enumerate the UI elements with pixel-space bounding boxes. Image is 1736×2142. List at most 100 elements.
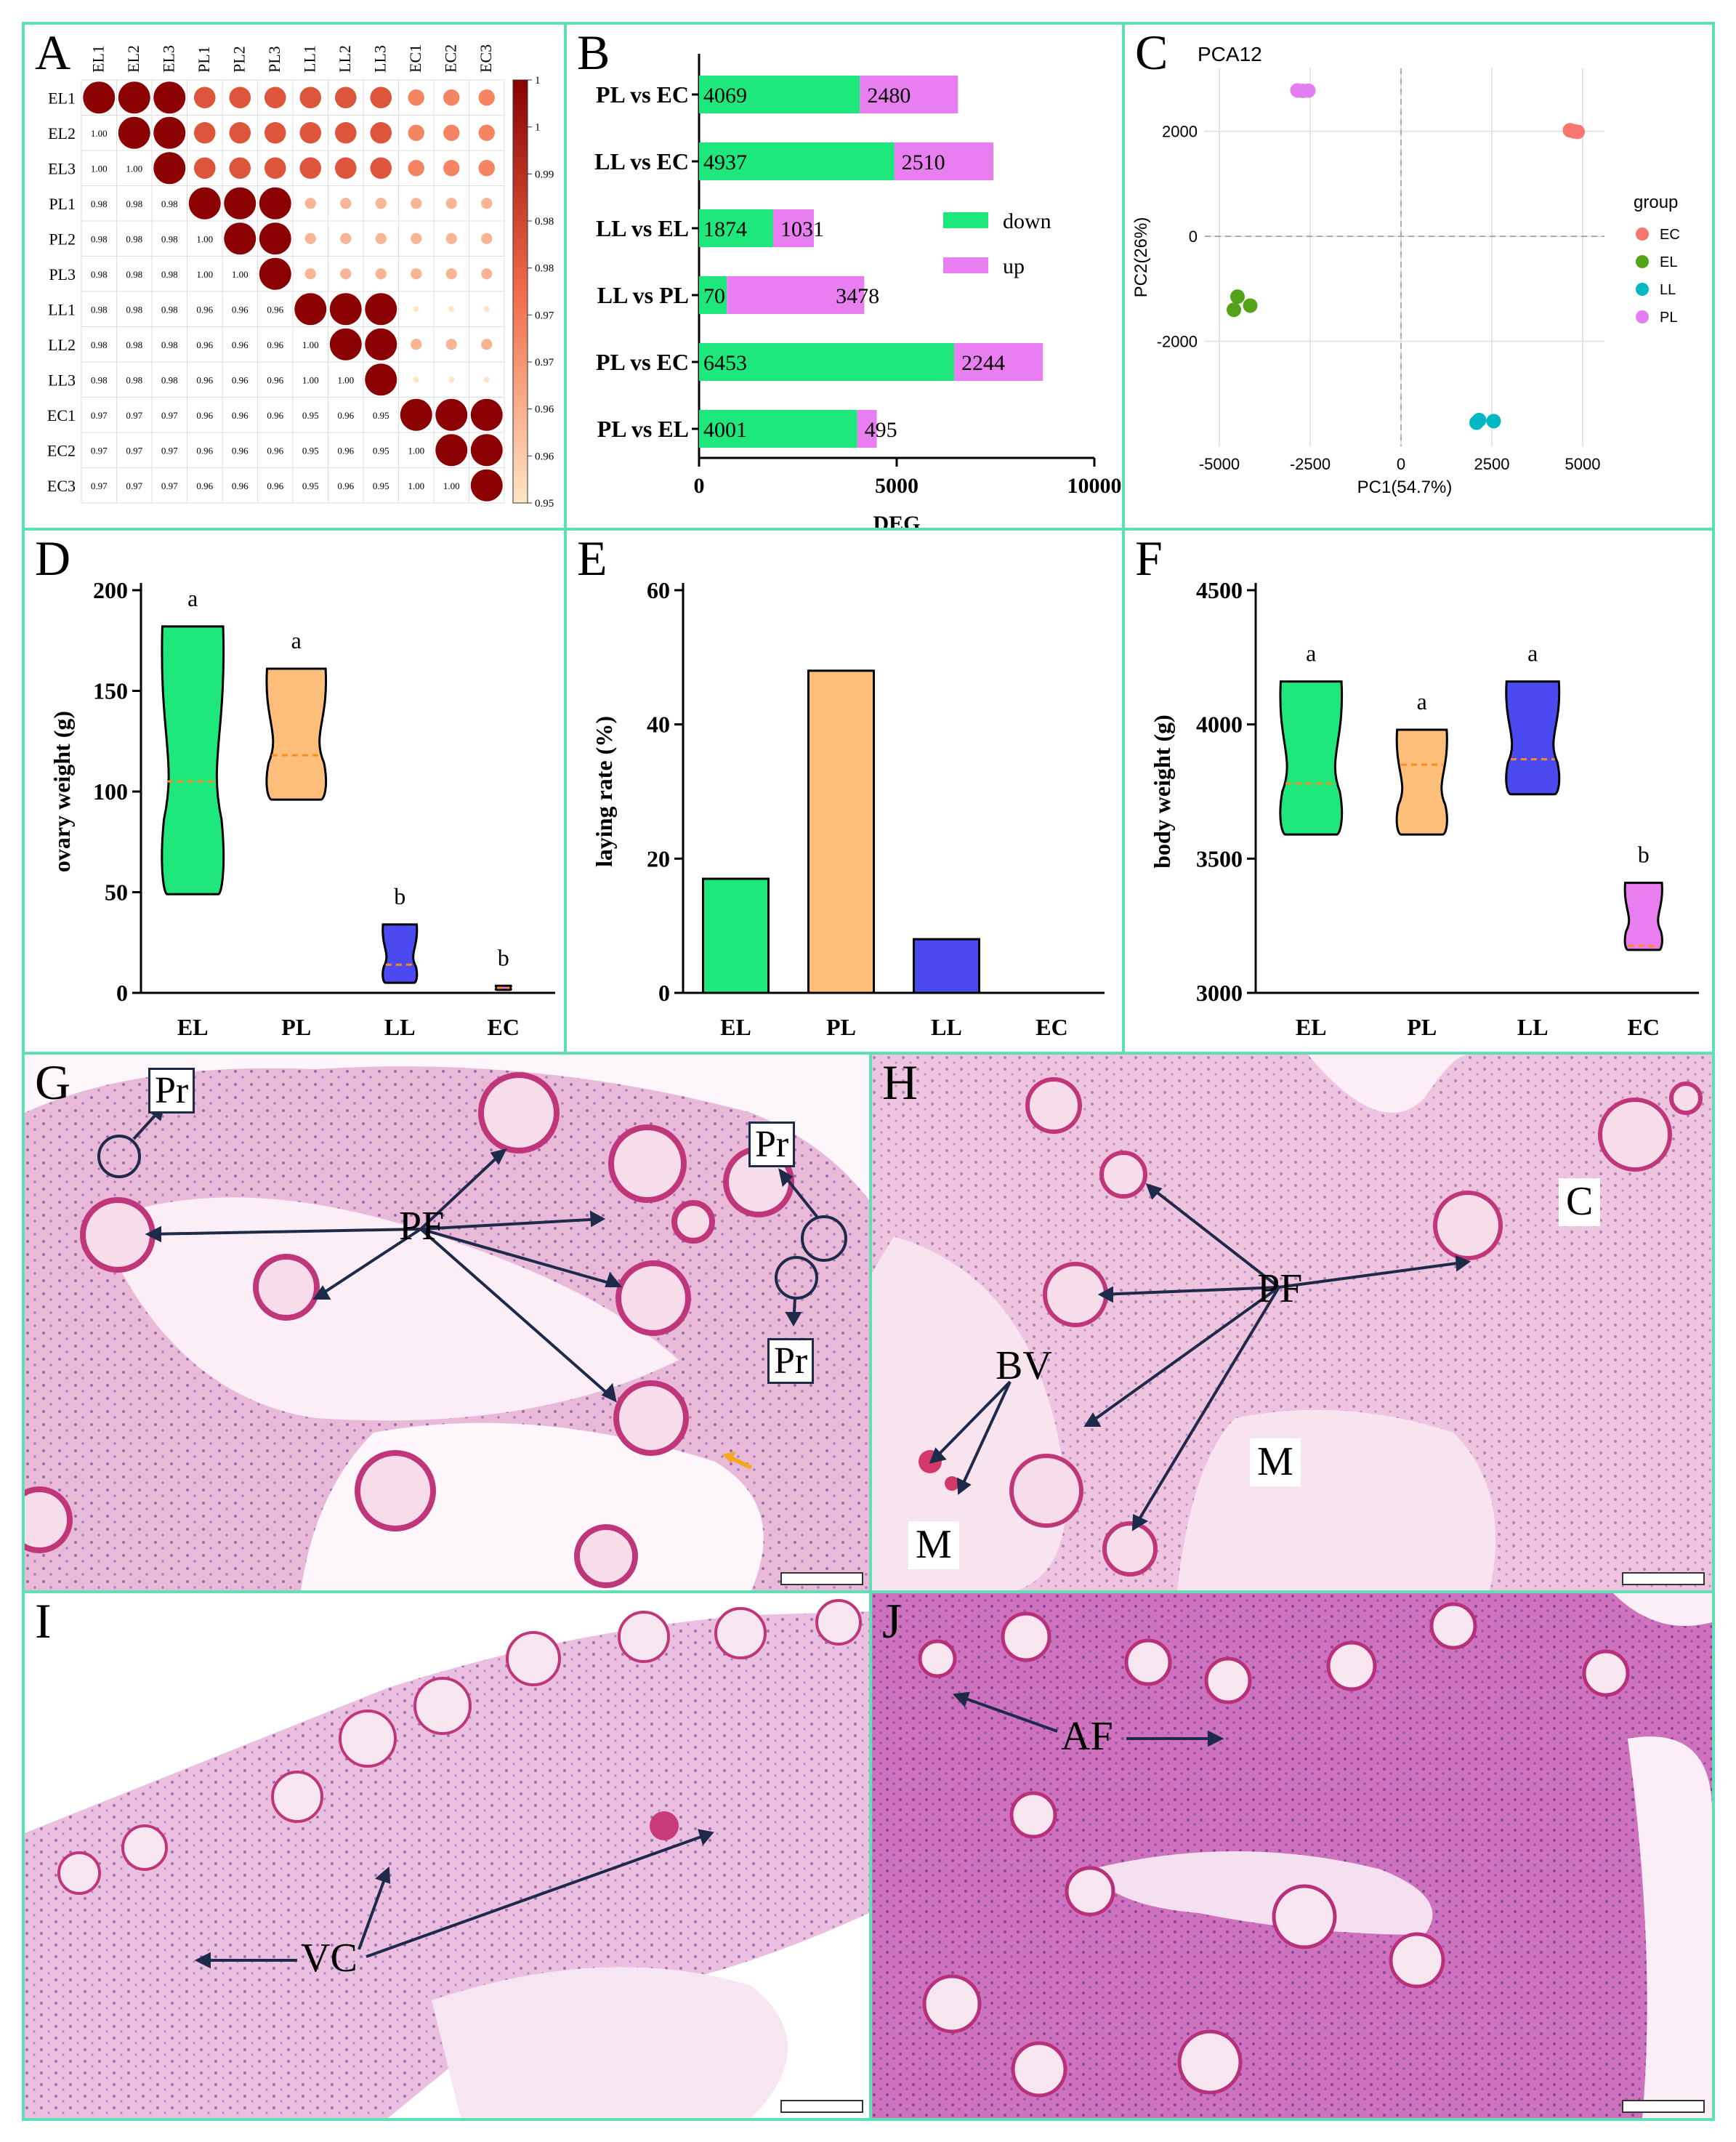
histology-image-g bbox=[25, 1055, 869, 1590]
correlation-circle bbox=[153, 152, 186, 185]
bar-down bbox=[699, 410, 857, 448]
panel-a: A EL1 EL1 EL2 EL2 EL3 EL3 PL1 PL1 PL2 PL2 PL3 PL3 LL… bbox=[22, 22, 567, 531]
colorbar-tick-label: 0.97 bbox=[535, 310, 554, 321]
column-label: LL1 bbox=[300, 45, 318, 73]
correlation-circle bbox=[448, 377, 455, 383]
correlation-circle bbox=[153, 116, 186, 149]
bar-up bbox=[857, 410, 877, 448]
correlation-value: 0.95 bbox=[302, 410, 319, 421]
correlation-circle bbox=[443, 89, 460, 106]
correlation-circle bbox=[413, 377, 419, 383]
scale-bar bbox=[780, 2100, 863, 2113]
correlation-value: 0.96 bbox=[337, 445, 354, 456]
correlation-value: 0.97 bbox=[91, 480, 108, 491]
heatmap-cell bbox=[81, 115, 117, 151]
correlation-circle bbox=[329, 328, 362, 361]
correlation-value: 0.97 bbox=[161, 410, 178, 421]
row-label: EC1 bbox=[47, 406, 76, 424]
column-label: LL3 bbox=[371, 45, 389, 73]
correlation-value: 0.96 bbox=[267, 339, 283, 350]
column-label: PL1 bbox=[195, 46, 213, 73]
heatmap-cell bbox=[187, 467, 223, 504]
correlation-circle bbox=[299, 157, 322, 180]
correlation-value: 1.00 bbox=[302, 374, 319, 385]
significance-letter: b bbox=[498, 944, 509, 970]
correlation-circle bbox=[408, 160, 424, 177]
panel-label: C bbox=[1135, 25, 1168, 80]
data-label-down: 4001 bbox=[703, 418, 747, 442]
correlation-value: 0.96 bbox=[196, 339, 213, 350]
heatmap-cell bbox=[398, 220, 435, 257]
panel-label: H bbox=[882, 1055, 919, 1110]
correlation-value: 0.96 bbox=[267, 480, 283, 491]
m-label-2: M bbox=[908, 1521, 959, 1569]
correlation-value: 0.98 bbox=[161, 304, 178, 315]
chart-title: PCA12 bbox=[1198, 43, 1262, 65]
correlation-value: 0.98 bbox=[126, 339, 142, 350]
laying-rate-bar: 0 20 40 60 laying rate (%) EL PL LL EC bbox=[591, 577, 1105, 1040]
correlation-circle bbox=[408, 124, 424, 141]
heatmap-cell bbox=[187, 220, 223, 257]
heatmap-cell bbox=[151, 185, 187, 222]
correlation-circle bbox=[365, 363, 397, 396]
panel-label: D bbox=[35, 531, 71, 586]
heatmap-cell bbox=[151, 220, 187, 257]
correlation-value: 0.98 bbox=[91, 339, 108, 350]
heatmap-cell bbox=[81, 397, 117, 433]
heatmap-cell bbox=[187, 291, 223, 327]
correlation-value: 0.95 bbox=[302, 480, 319, 491]
correlation-circle bbox=[375, 198, 387, 209]
panel-i: I VC bbox=[22, 1590, 872, 2121]
correlation-value: 0.96 bbox=[232, 410, 249, 421]
panel-d: D 0 50 100 150 200 ovary weight (g) EL a PL a LL b E… bbox=[22, 528, 567, 1055]
panel-g: G Pr Pr Pr PF bbox=[22, 1052, 872, 1593]
data-label-down: 6453 bbox=[703, 351, 747, 375]
correlation-circle bbox=[224, 222, 257, 255]
correlation-value: 0.96 bbox=[232, 339, 249, 350]
point-LL bbox=[1471, 412, 1487, 427]
y-axis-title: laying rate (%) bbox=[591, 716, 617, 867]
correlation-circle bbox=[481, 268, 493, 280]
correlation-circle bbox=[411, 233, 422, 244]
heatmap-cell bbox=[116, 432, 153, 468]
heatmap-cell bbox=[187, 361, 223, 398]
category-label: PL vs EC bbox=[596, 349, 689, 375]
pr-label-2: Pr bbox=[748, 1122, 796, 1168]
column-label: EC2 bbox=[441, 44, 459, 73]
x-tick-label: EC bbox=[1035, 1014, 1067, 1040]
correlation-circle bbox=[481, 339, 493, 350]
y-tick-label: 60 bbox=[647, 577, 670, 603]
correlation-value: 0.96 bbox=[196, 304, 213, 315]
column-label: EC3 bbox=[477, 44, 495, 73]
correlation-circle bbox=[370, 86, 392, 109]
correlation-circle bbox=[264, 86, 286, 109]
colorbar bbox=[512, 79, 528, 504]
heatmap-cell bbox=[257, 326, 294, 363]
y-tick-label: 0 bbox=[1189, 228, 1198, 246]
significance-letter: a bbox=[291, 627, 302, 653]
heatmap-cell bbox=[257, 467, 294, 504]
violin-EL bbox=[161, 625, 225, 895]
x-tick-label: EC bbox=[1628, 1014, 1660, 1040]
x-tick-label: -5000 bbox=[1199, 455, 1240, 473]
correlation-circle bbox=[193, 86, 216, 109]
correlation-circle bbox=[443, 160, 460, 177]
correlation-circle bbox=[445, 198, 457, 209]
heatmap-cell bbox=[469, 326, 505, 363]
panel-e: E 0 20 40 60 laying rate (%) EL PL LL EC bbox=[564, 528, 1125, 1055]
correlation-circle bbox=[478, 89, 495, 106]
correlation-value: 0.96 bbox=[232, 374, 249, 385]
heatmap-cell bbox=[222, 326, 258, 363]
row-label: PL1 bbox=[49, 195, 76, 213]
colorbar-tick-label: 0.96 bbox=[535, 451, 554, 462]
panel-b: B PL vs EC 4069 2480 LL vs EC 4937 2510 LL vs … bbox=[564, 22, 1125, 531]
correlation-circle bbox=[445, 339, 457, 350]
correlation-circle bbox=[188, 187, 221, 220]
correlation-circle bbox=[478, 160, 495, 177]
x-tick-label: -2500 bbox=[1290, 455, 1331, 473]
correlation-circle bbox=[304, 198, 316, 209]
legend-label: PL bbox=[1660, 310, 1677, 326]
legend-label: EL bbox=[1660, 254, 1677, 270]
significance-letter: b bbox=[394, 883, 405, 909]
bv-label: BV bbox=[996, 1343, 1052, 1388]
